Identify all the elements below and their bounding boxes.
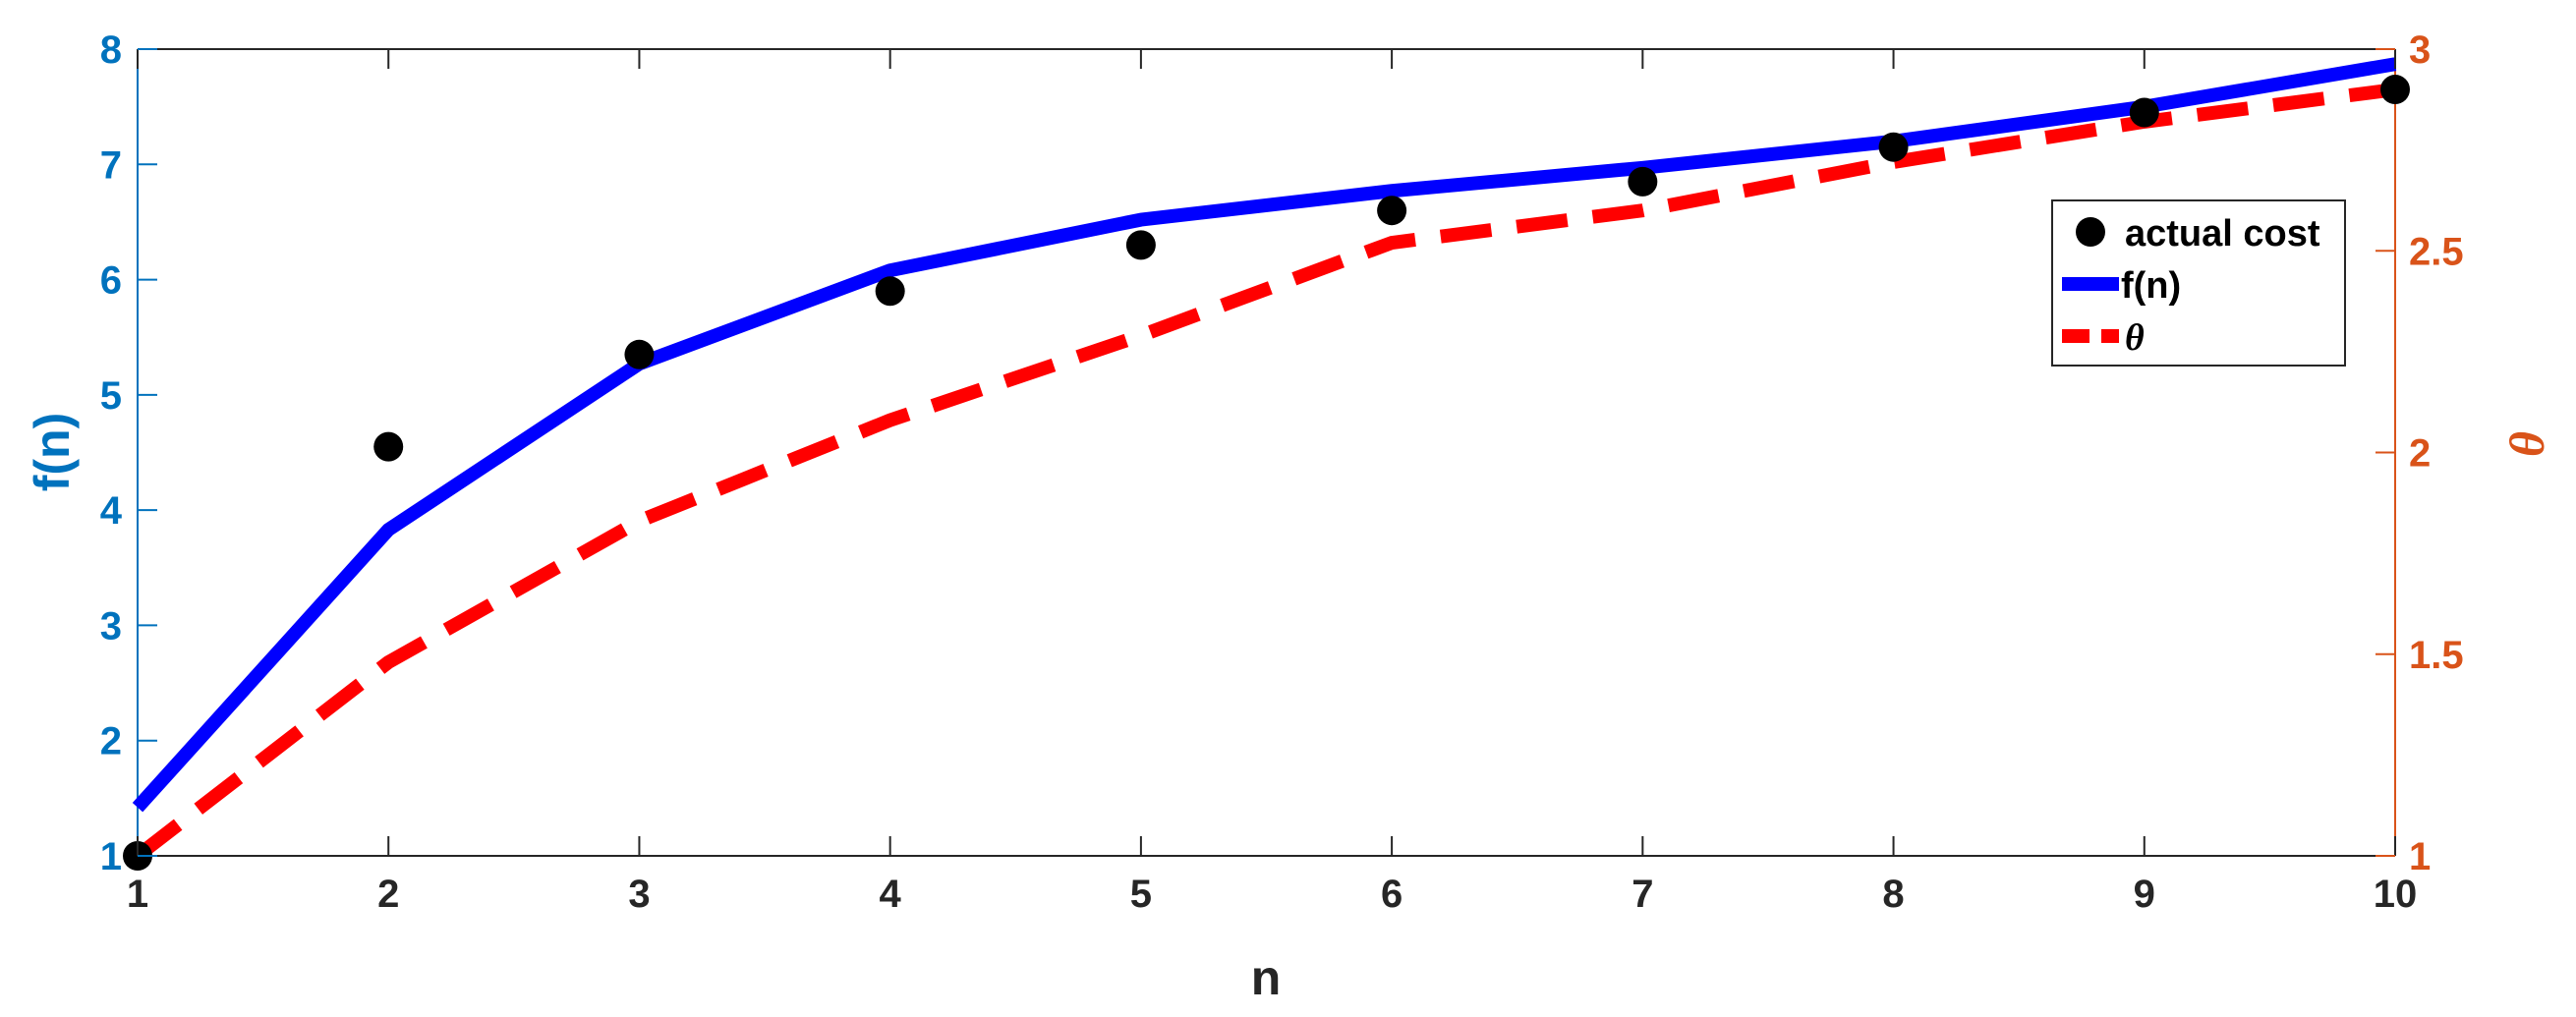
point-actual-cost <box>373 431 404 462</box>
x-tick-label: 8 <box>1882 873 1904 916</box>
legend-label-f-n: f(n) <box>2121 265 2181 307</box>
point-actual-cost <box>1878 132 1909 162</box>
legend-label-theta: θ <box>2125 317 2145 359</box>
x-tick-label: 10 <box>2374 873 2418 916</box>
left-y-tick-label: 4 <box>100 489 123 533</box>
right-y-tick-label: 1 <box>2409 835 2431 878</box>
x-tick-label: 7 <box>1631 873 1653 916</box>
left-y-tick-label: 7 <box>100 143 122 187</box>
series-f-n-line <box>132 57 2397 813</box>
point-actual-cost <box>624 339 655 369</box>
x-tick-label: 4 <box>880 873 902 916</box>
series-theta-line <box>133 83 2396 862</box>
x-tick-label: 5 <box>1130 873 1152 916</box>
right-y-tick-label: 2.5 <box>2409 230 2464 273</box>
x-tick-label: 3 <box>628 873 650 916</box>
x-tick-label: 9 <box>2134 873 2155 916</box>
point-actual-cost <box>2129 97 2159 128</box>
right-y-tick-label: 1.5 <box>2409 634 2464 677</box>
left-y-axis-label: f(n) <box>25 413 80 492</box>
left-y-tick-label: 5 <box>100 374 122 418</box>
axis-labels-layer: n f(n) θ <box>25 413 2554 1005</box>
left-y-tick-label: 8 <box>100 28 122 72</box>
left-y-tick-label: 6 <box>100 259 122 303</box>
left-y-tick-label: 1 <box>100 835 122 878</box>
left-y-tick-label: 3 <box>100 604 122 648</box>
x-tick-label: 1 <box>127 873 148 916</box>
point-actual-cost <box>1377 196 1407 226</box>
plot-area <box>138 49 2395 856</box>
series-actual-cost <box>123 75 2410 871</box>
point-actual-cost <box>875 276 905 307</box>
point-actual-cost <box>2380 75 2410 105</box>
point-actual-cost <box>1628 166 1658 197</box>
right-y-tick-label: 3 <box>2409 28 2431 72</box>
x-tick-label: 6 <box>1381 873 1402 916</box>
series-layer <box>123 57 2410 871</box>
x-tick-label: 2 <box>377 873 399 916</box>
right-y-tick-label: 2 <box>2409 432 2431 476</box>
x-axis-label: n <box>1251 950 1282 1005</box>
plot-frame <box>137 48 2396 857</box>
legend: actual cost f(n) θ <box>2051 199 2346 367</box>
left-y-tick-label: 2 <box>100 720 122 763</box>
legend-marker-actual-cost <box>2076 217 2105 247</box>
right-y-axis-label: θ <box>2499 431 2554 457</box>
legend-label-actual-cost: actual cost <box>2125 213 2320 254</box>
point-actual-cost <box>1125 230 1156 260</box>
